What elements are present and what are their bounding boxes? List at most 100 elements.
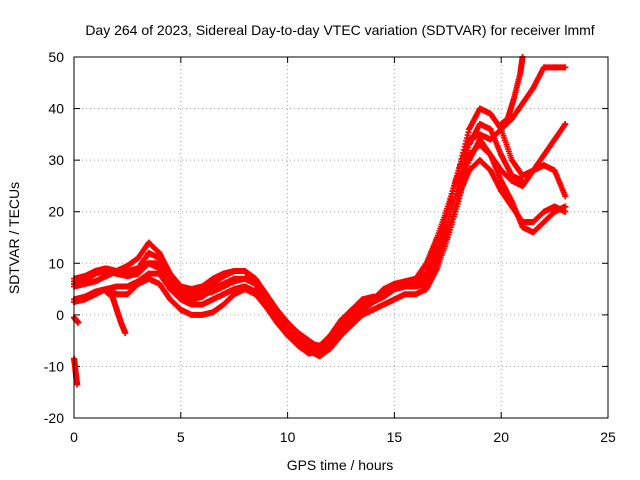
data-point <box>498 167 505 174</box>
data-point <box>327 340 334 347</box>
data-point <box>504 115 511 122</box>
data-point <box>476 141 483 148</box>
data-point <box>284 332 291 339</box>
data-point <box>305 337 312 344</box>
data-point <box>156 265 163 272</box>
data-point <box>117 319 124 326</box>
y-tick-label: 10 <box>48 255 64 271</box>
data-point <box>540 162 547 169</box>
data-point <box>562 193 569 200</box>
data-point <box>508 177 515 184</box>
data-point <box>498 151 505 158</box>
data-point <box>412 291 419 298</box>
data-point <box>519 224 526 231</box>
data-point <box>391 283 398 290</box>
data-point <box>209 280 216 287</box>
data-point <box>72 363 79 370</box>
data-point <box>188 291 195 298</box>
data-point <box>231 291 238 298</box>
data-point <box>81 275 88 282</box>
data-point <box>122 329 129 336</box>
data-point <box>391 296 398 303</box>
data-point <box>540 219 547 226</box>
data-point <box>517 69 524 76</box>
data-point <box>103 288 110 295</box>
data-point <box>551 203 558 210</box>
data-point <box>103 265 110 272</box>
data-point <box>434 249 441 256</box>
data-point <box>252 275 259 282</box>
data-point <box>177 306 184 313</box>
data-point <box>487 151 494 158</box>
data-point <box>81 296 88 303</box>
data-point <box>113 270 120 277</box>
data-point <box>370 306 377 313</box>
data-point <box>562 208 569 215</box>
data-point <box>156 280 163 287</box>
x-tick-label: 0 <box>70 429 78 445</box>
data-point <box>220 280 227 287</box>
tick-labels: 0 5 10 15 20 25 -20 -10 0 10 20 30 40 50 <box>44 49 616 445</box>
data-point <box>412 278 419 285</box>
x-axis-label: GPS time / hours <box>287 457 394 473</box>
data-point <box>199 301 206 308</box>
data-point <box>455 182 462 189</box>
data-point <box>199 311 206 318</box>
data-point <box>466 151 473 158</box>
y-tick-label: 30 <box>48 152 64 168</box>
data-point <box>487 110 494 117</box>
data-point <box>359 306 366 313</box>
data-point <box>263 291 270 298</box>
data-point <box>156 255 163 262</box>
data-point <box>220 291 227 298</box>
data-point <box>135 255 142 262</box>
data-point <box>316 345 323 352</box>
data-point <box>466 126 473 133</box>
data-point <box>519 172 526 179</box>
data-point <box>476 105 483 112</box>
data-point <box>498 121 505 128</box>
y-axis-label: SDTVAR / TECUs <box>6 182 22 294</box>
data-point <box>167 280 174 287</box>
y-tick-label: -10 <box>44 358 64 374</box>
data-point <box>177 288 184 295</box>
data-point <box>231 268 238 275</box>
data-point <box>551 167 558 174</box>
data-point <box>209 309 216 316</box>
data-point <box>511 95 518 102</box>
data-point <box>220 301 227 308</box>
data-point <box>423 280 430 287</box>
data-point <box>145 275 152 282</box>
data-point <box>508 157 515 164</box>
x-tick-label: 20 <box>493 429 509 445</box>
data-point <box>273 319 280 326</box>
data-point <box>92 291 99 298</box>
data-point <box>135 270 142 277</box>
data-point <box>466 167 473 174</box>
series-track-9 <box>103 288 129 336</box>
data-point <box>434 260 441 267</box>
data-point <box>476 157 483 164</box>
data-point <box>145 270 152 277</box>
data-point <box>231 275 238 282</box>
data-point <box>284 319 291 326</box>
y-tick-label: 20 <box>48 204 64 220</box>
data-point <box>113 283 120 290</box>
data-point <box>263 304 270 311</box>
data-point <box>92 278 99 285</box>
data-point <box>498 126 505 133</box>
y-tick-label: 40 <box>48 101 64 117</box>
data-point <box>498 188 505 195</box>
data-point <box>562 64 569 71</box>
data-point <box>145 249 152 256</box>
data-point <box>476 121 483 128</box>
data-point <box>167 296 174 303</box>
data-point <box>519 100 526 107</box>
data-point <box>476 131 483 138</box>
data-point <box>124 273 131 280</box>
y-tick-label: -20 <box>44 410 64 426</box>
data-point <box>209 296 216 303</box>
data-point <box>487 167 494 174</box>
data-point <box>370 298 377 305</box>
